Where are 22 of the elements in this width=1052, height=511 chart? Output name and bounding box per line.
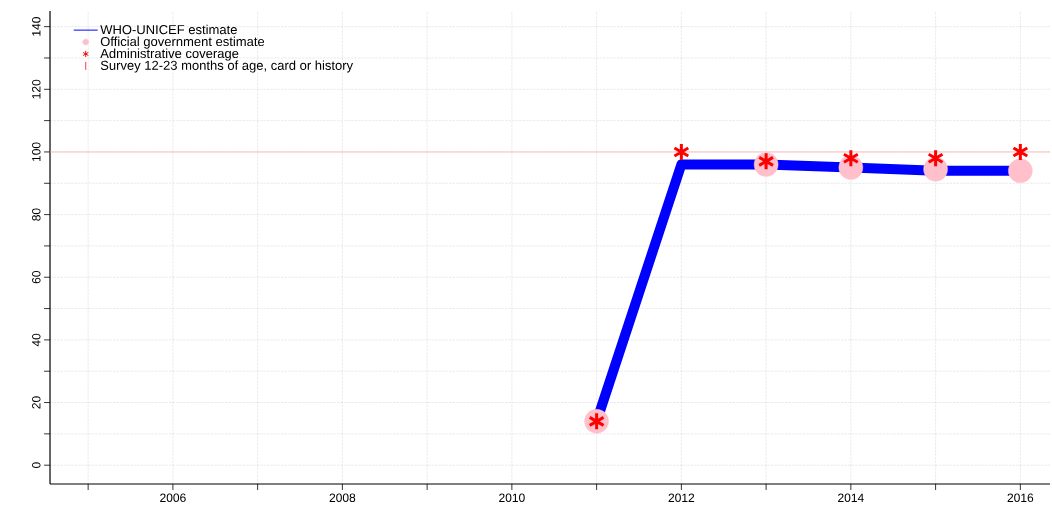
y-tick-label: 100	[32, 142, 41, 162]
legend-label: WHO-UNICEF estimate	[100, 24, 237, 35]
legend-label: Administrative coverage	[100, 48, 239, 61]
y-tick-label: 80	[32, 208, 41, 221]
x-tick-label: 2016	[1007, 493, 1034, 503]
y-tick-label: 140	[32, 17, 41, 36]
y-tick-label: 120	[32, 79, 41, 99]
x-tick-label: 2014	[838, 493, 864, 503]
y-tick-label: 40	[32, 333, 41, 347]
point	[1011, 142, 1029, 162]
point	[672, 142, 690, 162]
point	[1008, 158, 1033, 183]
y-tick-label: 20	[32, 396, 41, 409]
x-tick-label: 2012	[668, 493, 695, 503]
x-tick-label: 2010	[499, 493, 525, 503]
point	[927, 148, 945, 168]
legend-label: Official government estimate	[100, 36, 265, 49]
y-tick-label: 60	[32, 271, 41, 284]
x-tick-label: 2008	[329, 493, 356, 503]
y-tick-label: 0	[32, 462, 41, 469]
legend-label: Survey 12-23 months of age, card or history	[100, 60, 354, 73]
x-tick-label: 2006	[160, 493, 186, 503]
